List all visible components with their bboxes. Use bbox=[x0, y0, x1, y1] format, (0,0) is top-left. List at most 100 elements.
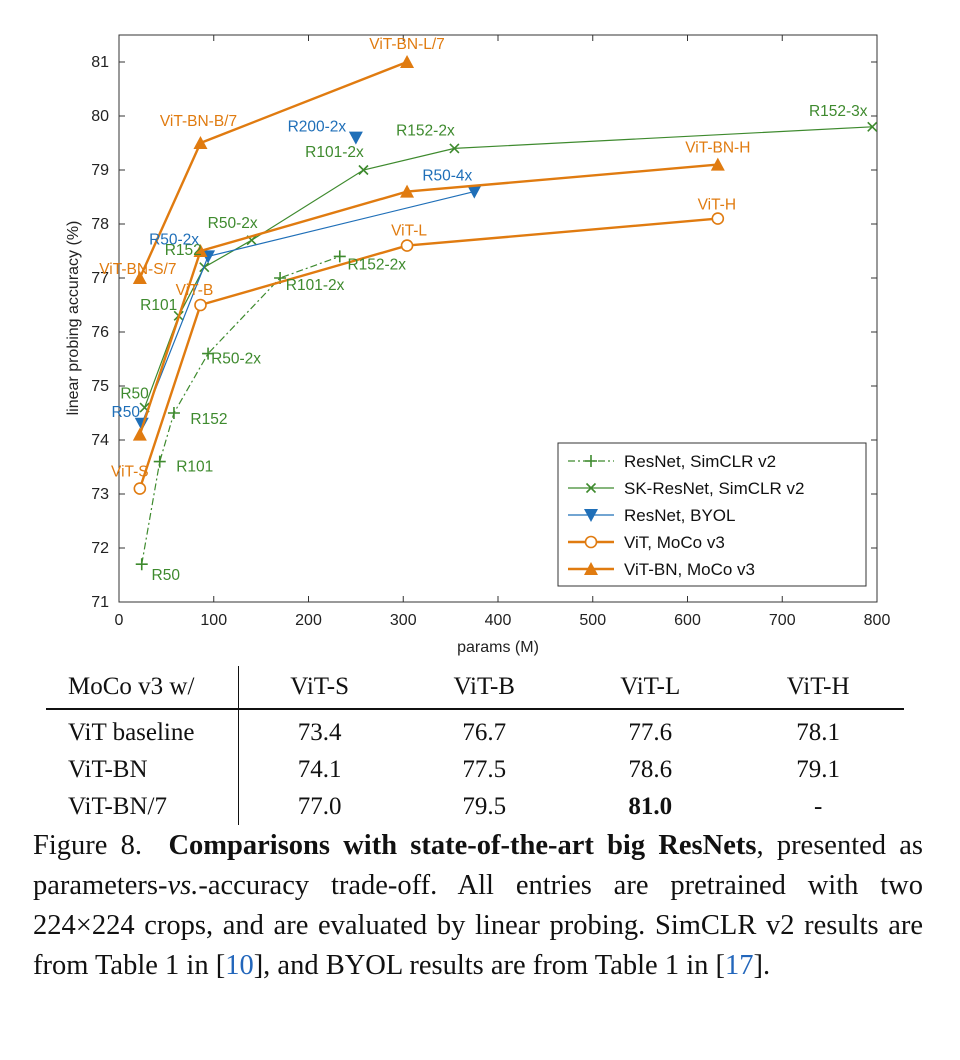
x-tick-label: 700 bbox=[769, 612, 796, 629]
table-cell: - bbox=[813, 792, 823, 820]
point-labels: R50 R101 R152 R50-2x R101-2x R152-2x R50 R101 R1… bbox=[99, 36, 868, 584]
legend-label: ResNet, BYOL bbox=[624, 506, 736, 525]
legend-entry: ResNet, BYOL bbox=[568, 506, 736, 525]
x-axis-ticks: 0 100 200 300 400 500 600 700 800 bbox=[115, 35, 891, 629]
data-point bbox=[400, 184, 415, 198]
table-header-cell: ViT-H bbox=[732, 666, 904, 710]
table-header-cell: ViT-S bbox=[238, 666, 401, 710]
point-label: R50 bbox=[152, 567, 181, 584]
legend-entry: ViT, MoCo v3 bbox=[568, 533, 725, 552]
point-label: R200-2x bbox=[288, 119, 347, 136]
y-tick-label: 75 bbox=[91, 378, 109, 395]
x-tick-label: 600 bbox=[674, 612, 701, 629]
table-cell: 73.4 bbox=[297, 718, 342, 746]
y-tick-label: 79 bbox=[91, 162, 109, 179]
caption-text: ]. bbox=[753, 950, 771, 981]
point-label: R152 bbox=[190, 411, 227, 428]
legend-marker bbox=[585, 455, 597, 467]
table-cell: 79.1 bbox=[796, 755, 841, 783]
y-tick-label: 73 bbox=[91, 486, 109, 503]
legend-entry: ResNet, SimCLR v2 bbox=[568, 452, 776, 471]
table-header-cell: ViT-L bbox=[568, 666, 733, 710]
data-point bbox=[167, 407, 180, 419]
row-label: ViT-BN bbox=[46, 751, 239, 788]
series-line bbox=[141, 255, 340, 565]
row-label: ViT-BN/7 bbox=[46, 788, 239, 825]
data-point bbox=[333, 250, 346, 263]
table-cell: 79.5 bbox=[462, 792, 507, 820]
point-label: R101 bbox=[176, 459, 213, 476]
x-tick-label: 200 bbox=[295, 612, 322, 629]
x-tick-label: 800 bbox=[864, 612, 891, 629]
caption-text: , presented as parameters- bbox=[33, 830, 923, 901]
x-tick-label: 100 bbox=[200, 612, 227, 629]
data-point bbox=[348, 131, 363, 145]
y-tick-label: 71 bbox=[91, 594, 109, 611]
data-point bbox=[133, 482, 147, 495]
data-point bbox=[400, 55, 415, 68]
point-label: R152-2x bbox=[347, 256, 406, 273]
table-row: ViT baseline 73.4 76.7 77.6 78.1 bbox=[46, 709, 904, 751]
point-label: ViT-BN-B/7 bbox=[160, 113, 237, 130]
caption-figure-label: Figure 8. bbox=[33, 830, 143, 861]
chart: 0 100 200 300 400 500 600 700 800 71 72 73 74 75 76 77… bbox=[65, 34, 891, 656]
caption-text: -accuracy trade-off. All entries are pre… bbox=[33, 870, 923, 981]
legend-label: SK-ResNet, SimCLR v2 bbox=[624, 479, 804, 498]
legend-label: ViT, MoCo v3 bbox=[624, 533, 725, 552]
y-tick-label: 81 bbox=[91, 54, 109, 71]
table-header-cell: MoCo v3 w/ bbox=[46, 666, 239, 710]
point-label: ViT-BN-L/7 bbox=[369, 36, 445, 53]
point-label: R101-2x bbox=[305, 144, 364, 161]
results-table: MoCo v3 w/ ViT-S ViT-B ViT-L ViT-H ViT b… bbox=[46, 666, 904, 825]
point-label: R50-2x bbox=[208, 215, 258, 232]
legend: ResNet, SimCLR v2 SK-ResNet, SimCLR v2 Res… bbox=[557, 442, 867, 587]
y-axis-ticks: 71 72 73 74 75 76 77 78 79 80 81 bbox=[91, 54, 877, 611]
y-axis-label: linear probing accuracy (%) bbox=[65, 221, 82, 416]
legend-marker bbox=[585, 482, 597, 494]
table-cell: 77.5 bbox=[462, 755, 507, 783]
table-row: ViT-BN 74.1 77.5 78.6 79.1 bbox=[46, 751, 904, 788]
data-point bbox=[194, 298, 207, 312]
table-cell: 76.7 bbox=[462, 718, 507, 746]
point-label: R101 bbox=[140, 297, 177, 314]
point-label: R50-4x bbox=[422, 168, 472, 185]
point-label: ViT-B bbox=[176, 282, 214, 299]
table-cell: 77.0 bbox=[297, 792, 342, 820]
legend-marker bbox=[584, 509, 598, 522]
table-header-cell: ViT-B bbox=[400, 666, 569, 710]
row-label: ViT baseline bbox=[46, 709, 239, 751]
table-cell: 77.6 bbox=[628, 718, 673, 746]
series-5 bbox=[132, 55, 415, 284]
data-point bbox=[358, 164, 369, 176]
data-point bbox=[193, 244, 208, 257]
series-3 bbox=[133, 212, 725, 495]
table-cell-best: 81.0 bbox=[628, 792, 673, 820]
figure-caption: Figure 8. Comparisons with state-of-the-… bbox=[33, 826, 923, 986]
data-point bbox=[711, 212, 725, 225]
data-point bbox=[400, 239, 414, 252]
citation-link[interactable]: 10 bbox=[225, 950, 254, 981]
y-tick-label: 76 bbox=[91, 324, 109, 341]
point-label: ViT-BN-S/7 bbox=[99, 261, 176, 278]
point-label: R152-3x bbox=[809, 103, 868, 120]
point-label: ViT-H bbox=[698, 197, 736, 214]
series-line bbox=[138, 217, 718, 489]
table-cell: 78.1 bbox=[796, 718, 841, 746]
data-point bbox=[135, 558, 148, 571]
legend-marker bbox=[584, 535, 598, 549]
data-point bbox=[867, 121, 878, 132]
legend-entry: SK-ResNet, SimCLR v2 bbox=[568, 479, 804, 498]
caption-vs: vs. bbox=[167, 870, 199, 901]
table-row: ViT-BN/7 77.0 79.5 81.0 - bbox=[46, 788, 904, 825]
y-tick-label: 74 bbox=[91, 432, 109, 449]
table-cell: 78.6 bbox=[628, 755, 673, 783]
data-point bbox=[153, 455, 166, 468]
series-layer bbox=[132, 55, 878, 571]
legend-label: ViT-BN, MoCo v3 bbox=[624, 560, 755, 579]
citation-link[interactable]: 17 bbox=[724, 950, 754, 981]
y-tick-label: 80 bbox=[91, 108, 109, 125]
point-label: R50 bbox=[112, 404, 141, 421]
x-tick-label: 300 bbox=[390, 612, 417, 629]
point-label: R50 bbox=[120, 386, 149, 403]
